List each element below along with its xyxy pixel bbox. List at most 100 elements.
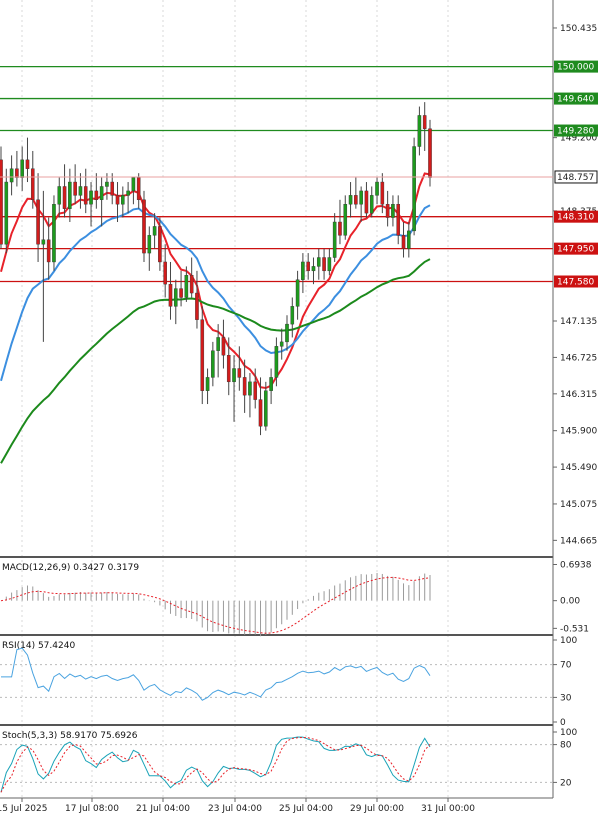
candle-body (216, 337, 220, 351)
level-tag-label: 148.310 (557, 213, 594, 223)
candle-body (189, 275, 194, 294)
macd-axis-ticks: 0.6938 0.00 -0.531 (553, 560, 592, 634)
price-tick-label: 149.200 (560, 134, 597, 144)
candle-body (306, 261, 310, 272)
candle-body (147, 235, 152, 254)
level-tag-bg (554, 60, 598, 73)
stoch-d-line (0, 736, 431, 793)
candle-body (89, 190, 93, 205)
candle-body (401, 235, 406, 249)
candle-body (99, 186, 104, 200)
candle-body (62, 186, 67, 209)
candle-body (253, 381, 258, 400)
candle-body (322, 257, 326, 272)
rsi-tick-label: 100 (560, 636, 577, 646)
time-tick-label: 31 Jul 00:00 (421, 804, 475, 814)
candle-body (417, 115, 422, 147)
candle-body (73, 181, 77, 196)
rsi-tick-label: 30 (560, 693, 572, 703)
candle-body (142, 199, 146, 254)
level-tag-label: 147.580 (557, 277, 594, 287)
candle-body (332, 221, 337, 258)
candle-body (121, 195, 125, 205)
candle-body (412, 146, 416, 232)
candle-body (396, 204, 401, 236)
candle-body (422, 115, 427, 129)
candle-body (57, 186, 62, 205)
candle-body (338, 221, 342, 236)
candle-body (25, 159, 30, 169)
rsi-title: RSI(14) 57.4240 (2, 641, 75, 651)
moving-average-line (0, 204, 431, 382)
macd-histogram (5, 572, 431, 637)
candle-body (385, 204, 390, 218)
time-tick-label: 21 Jul 04:00 (136, 804, 190, 814)
macd-title: MACD(12,26,9) 0.3427 0.3179 (2, 563, 139, 573)
stoch-k-line (0, 736, 431, 793)
candle-body (375, 181, 379, 196)
moving-averages (0, 172, 431, 464)
candle-body (52, 204, 56, 263)
candle-body (9, 168, 14, 183)
level-tag-bg (554, 275, 598, 288)
candle-body (264, 390, 268, 427)
candle-body (269, 377, 273, 391)
candle-body (364, 190, 369, 214)
candle-body (4, 181, 9, 245)
macd-tick-label: -0.531 (560, 624, 589, 634)
candle-body (290, 306, 295, 325)
candle-body (36, 199, 40, 245)
candle-body (232, 368, 236, 383)
candle-body (46, 239, 51, 263)
candle-body (205, 377, 210, 391)
candle-body (94, 190, 99, 200)
time-tick-label: 17 Jul 08:00 (65, 804, 119, 814)
level-tag-bg (554, 92, 598, 105)
candle-body (301, 261, 305, 280)
candle-body (258, 399, 263, 427)
candle-body (343, 204, 348, 236)
candlesticks (0, 102, 432, 436)
level-tag-label: 149.280 (557, 127, 594, 137)
candle-body (105, 181, 109, 187)
rsi-panel: RSI(14) 57.4240 100 70 30 0 (0, 636, 577, 728)
candle-body (242, 377, 247, 396)
candle-body (0, 159, 3, 245)
current-price-tag: 148.757 (0, 170, 598, 184)
level-tag-label: 150.000 (557, 63, 594, 73)
candle-body (274, 346, 279, 378)
candle-body (41, 239, 46, 245)
candle-body (285, 323, 289, 343)
candle-body (354, 195, 358, 205)
candle-body (359, 190, 363, 205)
candle-body (126, 190, 130, 196)
time-tick-label: 25 Jul 04:00 (279, 804, 333, 814)
candle-body (391, 204, 395, 218)
candle-body (248, 381, 252, 396)
time-tick-label: 15 Jul 2025 (0, 804, 47, 814)
candle-body (158, 226, 162, 263)
candle-body (380, 181, 385, 205)
level-tag-label: 147.950 (557, 245, 594, 255)
macd-signal-line (0, 576, 431, 634)
price-tick-label: 145.075 (560, 500, 597, 510)
rsi-axis-ticks: 100 70 30 0 (553, 636, 577, 728)
candle-body (68, 181, 72, 209)
candle-body (407, 230, 411, 249)
level-tag-bg (554, 242, 598, 255)
candle-body (348, 195, 353, 205)
candle-body (226, 355, 231, 383)
candle-body (311, 266, 316, 272)
candle-body (78, 186, 83, 196)
candle-body (20, 159, 24, 178)
stoch-title: Stoch(5,3,3) 58.9170 75.6926 (2, 731, 138, 741)
candle-body (168, 283, 173, 307)
candle-body (237, 368, 242, 378)
level-tags: 150.000 149.640 149.280 148.310 147.950 147.5… (554, 60, 598, 288)
candle-body (173, 288, 178, 307)
candle-body (15, 168, 19, 178)
macd-tick-label: 0.6938 (560, 560, 592, 570)
price-tick-label: 144.665 (560, 536, 597, 546)
